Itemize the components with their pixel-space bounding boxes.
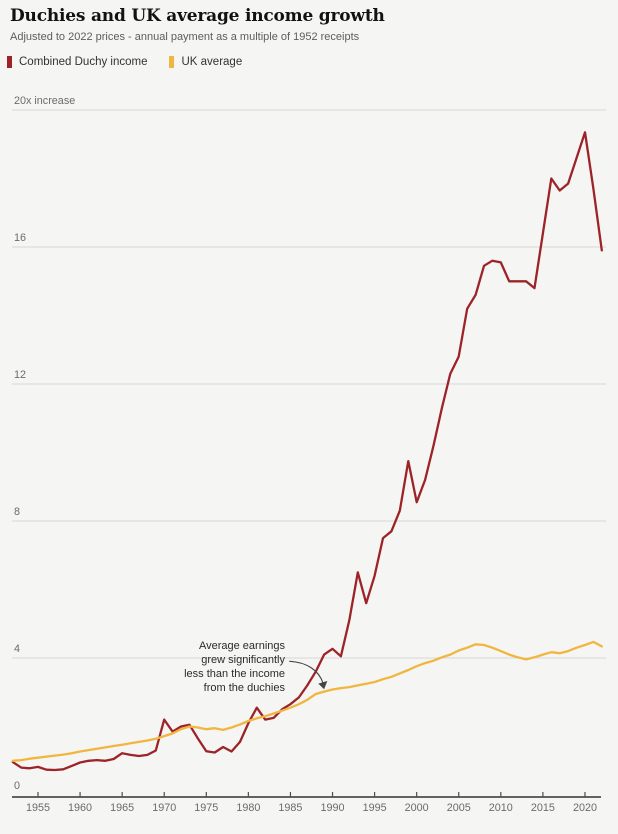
y-axis-label-12: 12 xyxy=(14,369,27,381)
chart-subtitle: Adjusted to 2022 prices - annual payment… xyxy=(10,31,360,43)
duchy-legend-label: Combined Duchy income xyxy=(19,56,148,68)
x-axis-label-1995: 1995 xyxy=(362,802,387,814)
duchy-line xyxy=(11,131,603,772)
annotation-line-1: grew significantly xyxy=(201,654,285,666)
legend-item-duchy: Combined Duchy income xyxy=(7,56,147,68)
y-axis-label-4: 4 xyxy=(14,643,21,655)
y-axis-label-20: 20x increase xyxy=(14,95,76,107)
x-axis-label-1955: 1955 xyxy=(25,802,50,814)
x-axis-label-2020: 2020 xyxy=(572,802,597,814)
x-axis-label-1975: 1975 xyxy=(194,802,219,814)
annotation-note: Average earnings grew significantly less t… xyxy=(140,639,285,695)
legend-item-uk-average: UK average xyxy=(169,56,242,68)
uk-average-legend-label: UK average xyxy=(181,56,243,68)
chart-title: Duchies and UK average income growth xyxy=(10,6,385,26)
annotation-line-3: from the duchies xyxy=(203,682,285,694)
y-axis-label-8: 8 xyxy=(14,506,21,518)
x-axis-label-1970: 1970 xyxy=(152,802,177,814)
annotation-arrow xyxy=(289,660,324,684)
x-axis-label-1980: 1980 xyxy=(236,802,261,814)
annotation-line-0: Average earnings xyxy=(198,640,285,652)
x-axis-label-2005: 2005 xyxy=(446,802,471,814)
y-axis-label-16: 16 xyxy=(14,232,27,244)
annotation-arrowhead xyxy=(318,681,328,690)
x-axis-label-1985: 1985 xyxy=(278,802,303,814)
x-axis-label-2010: 2010 xyxy=(488,802,513,814)
x-axis-label-1965: 1965 xyxy=(110,802,135,814)
x-axis-label-2000: 2000 xyxy=(404,802,429,814)
legend: Combined Duchy income UK average xyxy=(7,56,242,68)
x-axis-label-2015: 2015 xyxy=(530,802,555,814)
x-axis-label-1990: 1990 xyxy=(320,802,345,814)
uk-average-line xyxy=(11,640,603,762)
y-axis-label-0: 0 xyxy=(14,780,21,792)
x-axis-label-1960: 1960 xyxy=(68,802,93,814)
annotation-line-2: less than the income xyxy=(184,668,285,680)
uk-average-swatch-icon xyxy=(169,56,175,68)
duchy-swatch-icon xyxy=(7,56,12,68)
